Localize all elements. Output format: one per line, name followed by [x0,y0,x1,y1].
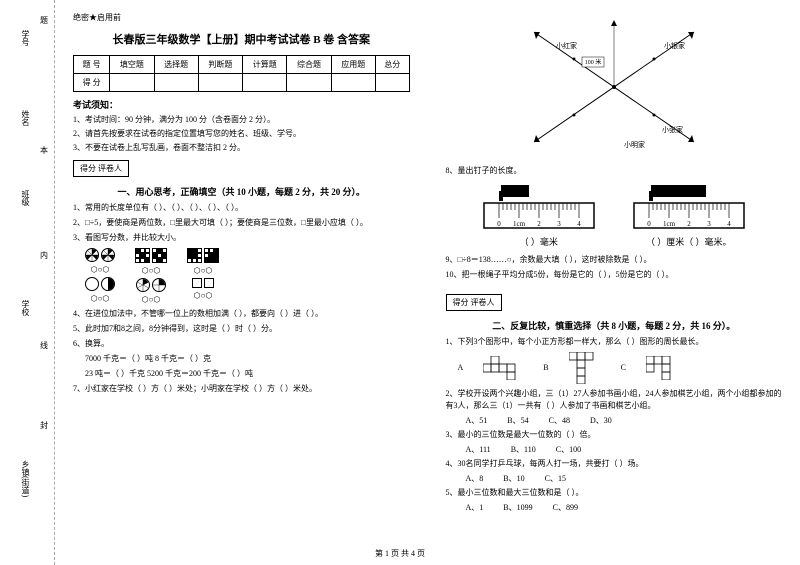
page-footer: 第 1 页 共 4 页 [0,548,800,559]
p2-q5-options: A、1 B、1099 C、899 [466,502,783,513]
score-header: 填空题 [110,56,154,74]
svg-text:1cm: 1cm [663,220,676,228]
score-table: 题 号 填空题 选择题 判断题 计算题 综合题 应用题 总分 得 分 [73,55,410,92]
part1-title: 一、用心思考，正确填空（共 10 小题，每题 2 分，共 20 分）。 [73,185,410,198]
question-6: 6、换算。 [73,338,410,350]
right-column: 100 米 小红家 小银家 小张家 小明家 8、量出钉子的长度。 [428,0,800,565]
p2-question-4: 4、30名同学打乒乓球，每两人打一场，共要打（ ）场。 [446,458,783,470]
margin-marker: 内 [40,250,48,261]
svg-text:0: 0 [647,220,651,228]
margin-marker: 封 [40,420,48,431]
svg-text:小银家: 小银家 [664,41,685,50]
svg-text:4: 4 [727,220,731,228]
svg-text:2: 2 [537,220,541,228]
margin-label-class: 班级 [20,190,31,206]
ruler-caption-2: （ ）厘米（ ）毫米。 [629,235,749,248]
question-1: 1、常用的长度单位有（ ）、（ ）、（ ）、（ ）、（ ）。 [73,202,410,214]
question-3: 3、看图写分数，并比较大小。 [73,232,410,244]
notice-item: 3、不要在试卷上乱写乱画，卷面不整洁扣 2 分。 [73,142,410,153]
p2-question-5: 5、最小三位数和最大三位数和是（ ）。 [446,487,783,499]
fraction-shapes: ⬡○⬡ ⬡○⬡ ⬡○⬡ ⬡○⬡ ⬡○⬡ ⬡○⬡ [85,248,410,304]
svg-text:0: 0 [497,220,501,228]
p2-question-1: 1、下列3个图形中，每个小正方形都一样大，那么（ ）图形的周长最长。 [446,336,783,348]
secret-label: 绝密★启用前 [73,12,410,23]
question-7: 7、小红家在学校（ ）方（ ）米处；小明家在学校（ ）方（ ）米处。 [73,383,410,395]
margin-marker: 本 [40,145,48,156]
svg-text:小红家: 小红家 [556,41,577,50]
score-row-label: 得 分 [74,74,110,92]
question-6b: 23 吨＝（ ）千克 5200 千克＝200 千克＝（ ）吨 [85,368,410,380]
question-6a: 7000 千克＝（ ）吨 8 千克＝（ ）克 [85,353,410,365]
score-header: 选择题 [154,56,198,74]
score-header: 应用题 [331,56,375,74]
scorer-box: 得分 评卷人 [73,160,129,177]
svg-text:小张家: 小张家 [662,125,683,134]
svg-text:小明家: 小明家 [624,140,645,149]
margin-label-id: 学号 [20,30,31,46]
svg-text:3: 3 [707,220,711,228]
notice-item: 1、考试时间：90 分钟，满分为 100 分（含卷面分 2 分）。 [73,114,410,125]
margin-marker: 线 [40,340,48,351]
svg-text:4: 4 [577,220,581,228]
left-column: 绝密★启用前 长春版三年级数学【上册】期中考试试卷 B 卷 含答案 题 号 填空… [55,0,428,565]
question-4: 4、在进位加法中，不管哪一位上的数相加满（ ），都要向（ ）进（ ）。 [73,308,410,320]
exam-title: 长春版三年级数学【上册】期中考试试卷 B 卷 含答案 [73,31,410,47]
svg-text:2: 2 [687,220,691,228]
score-header: 判断题 [198,56,242,74]
ruler-diagrams: 0 1cm 2 3 4 （ ）毫米 [446,183,783,248]
score-header: 题 号 [74,56,110,74]
p2-q4-options: A、8 B、10 C、15 [466,473,783,484]
p2-question-3: 3、最小的三位数是最大一位数的（ ）倍。 [446,429,783,441]
p2-q3-options: A、111 B、110 C、100 [466,444,783,455]
notice-title: 考试须知： [73,98,410,111]
p2-question-2: 2、学校开设两个兴趣小组，三（1）27人参加书画小组，24人参加棋艺小组，两个小… [446,388,783,412]
direction-diagram: 100 米 小红家 小银家 小张家 小明家 [514,12,714,162]
question-2: 2、□÷5，要使商是两位数，□里最大可填（ ）；要使商是三位数，□里最小应填（ … [73,217,410,229]
svg-text:100 米: 100 米 [584,58,601,66]
scorer-box-2: 得分 评卷人 [446,294,502,311]
question-8: 8、量出钉子的长度。 [446,165,783,177]
perimeter-shapes: A B C [458,352,771,384]
margin-label-town: 乡镇(街道) [20,460,31,497]
part2-title: 二、反复比较，慎重选择（共 8 小题，每题 2 分，共 16 分）。 [446,319,783,332]
margin-marker: 题 [40,15,48,26]
margin-label-name: 姓名 [20,110,31,126]
binding-margin: 学号 姓名 班级 学校 乡镇(街道) 题 本 内 线 封 [0,0,55,565]
margin-label-school: 学校 [20,300,31,316]
notice-list: 1、考试时间：90 分钟，满分为 100 分（含卷面分 2 分）。 2、请首先按… [73,114,410,153]
p2-q2-options: A、51 B、54 C、48 D、30 [466,415,783,426]
notice-item: 2、请首先按要求在试卷的指定位置填写您的姓名、班级、学号。 [73,128,410,139]
score-header: 总分 [375,56,409,74]
svg-text:3: 3 [557,220,561,228]
ruler-caption-1: （ ）毫米 [479,235,599,248]
question-9: 9、□÷8＝138……○，余数最大填（ ），这时被除数是（ ）。 [446,254,783,266]
question-10: 10、把一根绳子平均分成5份，每份是它的（ ），5份是它的（ ）。 [446,269,783,281]
score-header: 计算题 [243,56,287,74]
svg-text:1cm: 1cm [513,220,526,228]
score-header: 综合题 [287,56,331,74]
question-5: 5、此时加7和8之间，8分钟得到，这时是（ ）时（ ）分。 [73,323,410,335]
